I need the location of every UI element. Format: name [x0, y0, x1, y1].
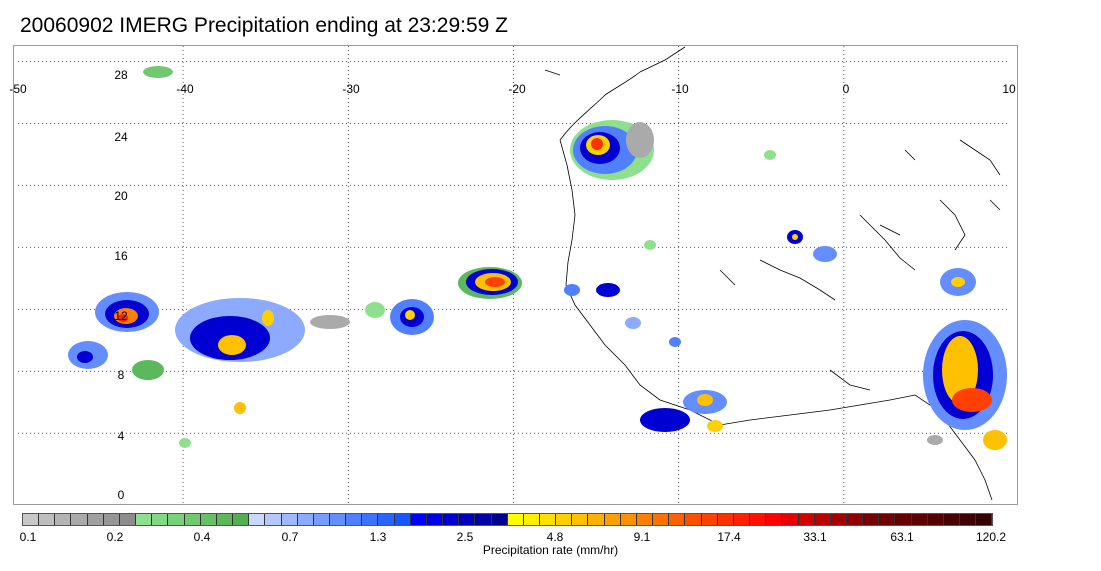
- colorbar-segment: [766, 514, 783, 525]
- colorbar-segment: [669, 514, 686, 525]
- colorbar-segment: [152, 514, 169, 525]
- colorbar-segment: [733, 514, 751, 525]
- colorbar-segment: [87, 514, 104, 525]
- precipitation-field: [68, 66, 1007, 450]
- colorbar-segment: [895, 514, 912, 525]
- colorbar-segment: [750, 514, 767, 525]
- colorbar-segment: [249, 514, 266, 525]
- colorbar-segment: [39, 514, 56, 525]
- colorbar-tick-label: 0.2: [106, 530, 124, 544]
- colorbar-segment: [943, 514, 961, 525]
- colorbar-segment: [701, 514, 718, 525]
- colorbar-segment: [814, 514, 831, 525]
- colorbar-tick-label: 0.7: [281, 530, 299, 544]
- colorbar-segment: [863, 514, 880, 525]
- colorbar: [22, 513, 993, 526]
- colorbar-segment: [507, 514, 524, 525]
- colorbar-segment: [378, 514, 395, 525]
- colorbar-segment: [846, 514, 864, 525]
- lat-tick-label: 4: [117, 429, 125, 443]
- colorbar-tick-label: 63.1: [890, 530, 914, 544]
- colorbar-segment: [23, 514, 40, 525]
- colorbar-segment: [394, 514, 411, 525]
- colorbar-segment: [410, 514, 427, 525]
- colorbar-segment: [976, 514, 993, 525]
- colorbar-segment: [71, 514, 88, 525]
- colorbar-segment: [200, 514, 217, 525]
- colorbar-segment: [927, 514, 944, 525]
- map-title: 20060902 IMERG Precipitation ending at 2…: [20, 14, 508, 37]
- colorbar-segment: [459, 514, 476, 525]
- lon-tick-label: -10: [671, 82, 689, 96]
- colorbar-tick-label: 9.1: [633, 530, 651, 544]
- colorbar-segment: [685, 514, 702, 525]
- lon-tick-label: -30: [342, 82, 360, 96]
- colorbar-segment: [297, 514, 314, 525]
- precip-cluster-atlantic-west: [68, 292, 305, 414]
- lat-tick-label: 16: [114, 249, 128, 263]
- lat-tick-label: 24: [114, 130, 128, 144]
- colorbar-tick-label: 0.1: [19, 530, 37, 544]
- lon-tick-label: 0: [842, 82, 850, 96]
- colorbar-segment: [636, 514, 654, 525]
- colorbar-segment: [798, 514, 815, 525]
- colorbar-segment: [281, 514, 298, 525]
- colorbar-segment: [443, 514, 460, 525]
- lon-tick-label: 10: [1002, 82, 1016, 96]
- precip-cluster-gulf-of-guinea: [640, 268, 1007, 450]
- colorbar-tick-label: 4.8: [546, 530, 564, 544]
- precip-cluster-atlantic-east: [390, 267, 522, 335]
- colorbar-segment: [313, 514, 330, 525]
- colorbar-segment: [653, 514, 670, 525]
- colorbar-segment: [572, 514, 589, 525]
- colorbar-segment: [233, 514, 250, 525]
- colorbar-segment: [879, 514, 896, 525]
- colorbar-segment: [362, 514, 379, 525]
- lat-tick-label: 28: [114, 68, 128, 82]
- lat-tick-label: 0: [117, 488, 125, 502]
- colorbar-segment: [426, 514, 444, 525]
- lon-tick-label: -50: [9, 82, 27, 96]
- colorbar-segment: [184, 514, 201, 525]
- lat-tick-label: 20: [114, 189, 128, 203]
- colorbar-title: Precipitation rate (mm/hr): [482, 543, 619, 557]
- colorbar-segment: [588, 514, 605, 525]
- precip-cluster-west-africa-north: [570, 120, 654, 180]
- colorbar-tick-label: 2.5: [456, 530, 474, 544]
- lon-tick-label: -40: [176, 82, 194, 96]
- colorbar-segment: [782, 514, 799, 525]
- lat-tick-label: 8: [117, 368, 125, 382]
- colorbar-segment: [329, 514, 347, 525]
- colorbar-segment: [216, 514, 234, 525]
- colorbar-segment: [620, 514, 637, 525]
- colorbar-segment: [265, 514, 282, 525]
- colorbar-segment: [830, 514, 847, 525]
- colorbar-tick-label: 0.4: [193, 530, 211, 544]
- colorbar-segment: [960, 514, 977, 525]
- colorbar-tick-label: 1.3: [369, 530, 387, 544]
- colorbar-segment: [103, 514, 120, 525]
- lat-tick-label: 12: [114, 309, 128, 323]
- map-frame: [13, 45, 1018, 505]
- colorbar-tick-label: 17.4: [717, 530, 741, 544]
- colorbar-segment: [55, 514, 72, 525]
- colorbar-segment: [911, 514, 928, 525]
- coastline: [544, 46, 1001, 501]
- colorbar-segment: [604, 514, 621, 525]
- colorbar-segment: [556, 514, 573, 525]
- colorbar-segment: [523, 514, 540, 525]
- colorbar-segment: [491, 514, 508, 525]
- colorbar-segment: [136, 514, 153, 525]
- colorbar-tick-label: 33.1: [803, 530, 827, 544]
- colorbar-segment: [346, 514, 363, 525]
- colorbar-segment: [119, 514, 137, 525]
- colorbar-tick-label: 120.2: [975, 530, 1007, 544]
- lon-tick-label: -20: [508, 82, 526, 96]
- precip-scattered-cells: [143, 66, 943, 448]
- colorbar-segment: [168, 514, 185, 525]
- colorbar-segment: [717, 514, 734, 525]
- colorbar-segment: [475, 514, 492, 525]
- colorbar-segment: [540, 514, 557, 525]
